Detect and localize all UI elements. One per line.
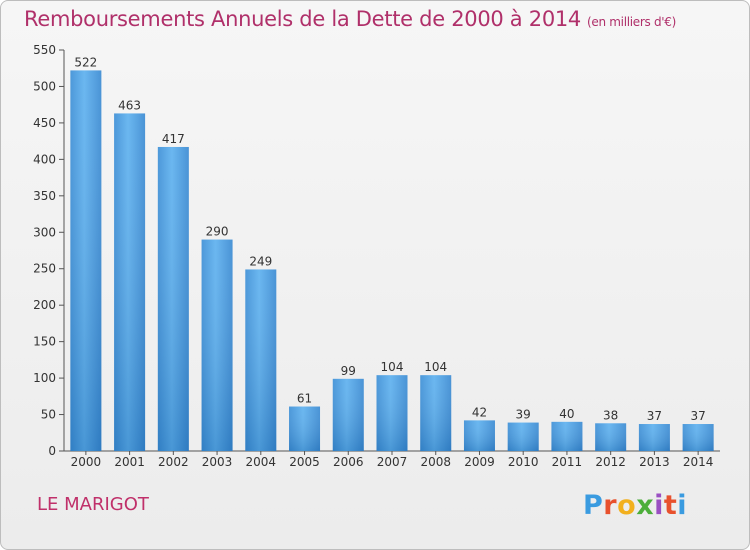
x-tick-label: 2006 bbox=[333, 455, 364, 469]
x-tick-label: 2010 bbox=[508, 455, 539, 469]
bar-value-label: 37 bbox=[647, 409, 662, 423]
bar-value-label: 99 bbox=[341, 364, 356, 378]
bar bbox=[201, 239, 233, 451]
bar-shade bbox=[376, 375, 408, 451]
bar-shade bbox=[463, 420, 495, 451]
x-tick-label: 2000 bbox=[71, 455, 102, 469]
bar-shade bbox=[332, 378, 364, 451]
bar bbox=[638, 424, 670, 451]
bar-shade bbox=[114, 113, 146, 451]
x-tick-label: 2012 bbox=[595, 455, 626, 469]
bar bbox=[245, 269, 277, 451]
bar bbox=[682, 424, 714, 451]
x-tick-label: 2013 bbox=[639, 455, 670, 469]
bar bbox=[463, 420, 495, 451]
bar-value-label: 463 bbox=[118, 98, 141, 112]
proxiti-logo: Proxiti bbox=[583, 490, 687, 521]
bar-shade bbox=[595, 423, 627, 451]
x-tick-label: 2004 bbox=[246, 455, 277, 469]
bar-shade bbox=[638, 424, 670, 451]
bar-value-label: 417 bbox=[162, 132, 185, 146]
x-tick-label: 2011 bbox=[552, 455, 583, 469]
bar-shade bbox=[157, 146, 189, 451]
bar bbox=[507, 422, 539, 451]
logo-letter: t bbox=[663, 490, 678, 521]
bar-value-label: 39 bbox=[516, 408, 531, 422]
x-tick-label: 2003 bbox=[202, 455, 233, 469]
logo-letter: o bbox=[617, 490, 637, 521]
y-tick-label: 300 bbox=[33, 225, 56, 239]
y-tick-label: 200 bbox=[33, 298, 56, 312]
y-tick-label: 550 bbox=[33, 43, 56, 57]
bar bbox=[114, 113, 146, 451]
logo-letter: x bbox=[636, 490, 655, 521]
y-tick-label: 250 bbox=[33, 262, 56, 276]
bar-shade bbox=[507, 422, 539, 451]
x-tick-label: 2014 bbox=[683, 455, 714, 469]
bar-value-label: 38 bbox=[603, 408, 618, 422]
bar-value-label: 522 bbox=[74, 55, 97, 69]
y-tick-label: 350 bbox=[33, 189, 56, 203]
bar-value-label: 40 bbox=[559, 407, 574, 421]
y-tick-label: 50 bbox=[41, 408, 56, 422]
chart-title: Remboursements Annuels de la Dette de 20… bbox=[24, 7, 676, 31]
commune-name: LE MARIGOT bbox=[37, 494, 149, 515]
y-tick-label: 100 bbox=[33, 371, 56, 385]
x-tick-label: 2007 bbox=[377, 455, 408, 469]
logo-letter: r bbox=[603, 490, 618, 521]
bar bbox=[420, 375, 452, 451]
bar bbox=[332, 378, 364, 451]
bar-shade bbox=[682, 424, 714, 451]
bar-value-label: 42 bbox=[472, 405, 487, 419]
y-tick-label: 500 bbox=[33, 79, 56, 93]
bar bbox=[70, 70, 102, 451]
bar-shade bbox=[70, 70, 102, 451]
bar bbox=[595, 423, 627, 451]
logo-letter: i bbox=[654, 490, 664, 521]
x-tick-label: 2009 bbox=[464, 455, 495, 469]
bar bbox=[289, 406, 321, 451]
bar-value-label: 37 bbox=[690, 409, 705, 423]
bar-shade bbox=[420, 375, 452, 451]
bar bbox=[157, 146, 189, 451]
bar-value-label: 104 bbox=[381, 360, 404, 374]
chart-title-text: Remboursements Annuels de la Dette de 20… bbox=[24, 7, 581, 31]
bar-shade bbox=[551, 421, 583, 451]
bar-value-label: 61 bbox=[297, 392, 312, 406]
y-tick-label: 400 bbox=[33, 152, 56, 166]
y-tick-label: 0 bbox=[48, 444, 56, 458]
x-tick-label: 2001 bbox=[114, 455, 145, 469]
bar bbox=[376, 375, 408, 451]
logo-letter: i bbox=[677, 490, 688, 521]
x-tick-label: 2002 bbox=[158, 455, 189, 469]
bar-shade bbox=[289, 406, 321, 451]
y-tick-label: 450 bbox=[33, 116, 56, 130]
bar-value-label: 249 bbox=[249, 254, 272, 268]
chart-unit-note: (en milliers d'€) bbox=[587, 15, 677, 29]
bar-value-label: 290 bbox=[206, 225, 229, 239]
bar-shade bbox=[245, 269, 277, 451]
bar-value-label: 104 bbox=[424, 360, 447, 374]
y-tick-label: 150 bbox=[33, 335, 56, 349]
bar bbox=[551, 421, 583, 451]
x-tick-label: 2005 bbox=[289, 455, 320, 469]
x-tick-label: 2008 bbox=[420, 455, 451, 469]
logo-letter: P bbox=[583, 490, 604, 521]
bar-shade bbox=[201, 239, 233, 451]
